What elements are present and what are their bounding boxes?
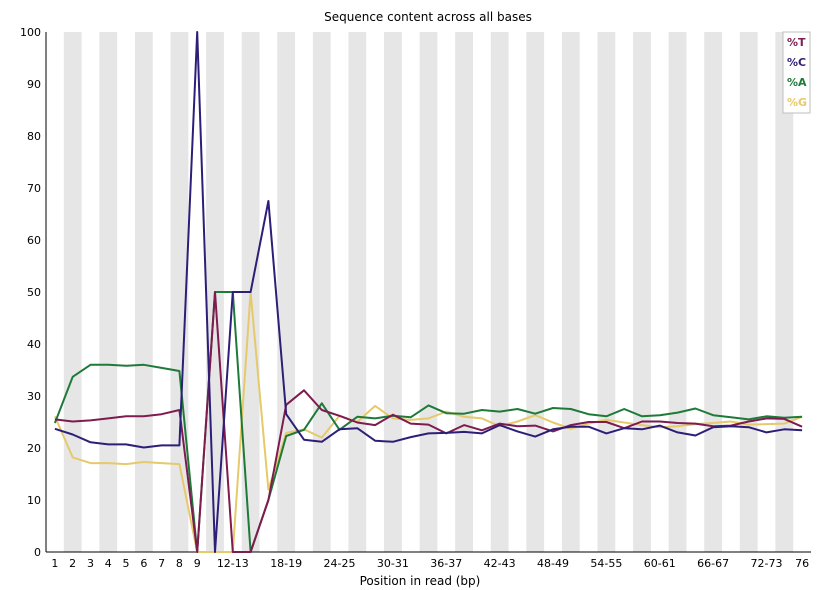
stripe (348, 32, 367, 552)
x-tick-label: 36-37 (430, 557, 462, 570)
stripe (739, 32, 758, 552)
y-tick-label: 100 (20, 26, 41, 39)
y-tick-label: 20 (27, 442, 41, 455)
chart-title: Sequence content across all bases (324, 10, 532, 24)
stripe (561, 32, 580, 552)
x-tick-label: 3 (87, 557, 94, 570)
stripe (384, 32, 402, 552)
x-tick-label: 6 (140, 557, 147, 570)
x-tick-label: 42-43 (484, 557, 516, 570)
x-tick-label: 2 (69, 557, 76, 570)
x-tick-label: 48-49 (537, 557, 569, 570)
stripe (597, 32, 616, 552)
series-line-a (53, 291, 803, 553)
x-tick-label: 4 (105, 557, 112, 570)
legend-entry: %A (787, 76, 807, 89)
x-tick-label: 7 (158, 557, 165, 570)
stripe (419, 32, 438, 552)
x-tick-label: 30-31 (377, 557, 409, 570)
stripe (455, 32, 473, 552)
series-lines (53, 31, 803, 553)
x-tick-label: 72-73 (751, 557, 783, 570)
x-tick-label: 9 (194, 557, 201, 570)
stripe (526, 32, 545, 552)
series-line-c (54, 31, 803, 553)
y-tick-label: 50 (27, 286, 41, 299)
y-tick-label: 40 (27, 338, 41, 351)
background-stripes (63, 32, 794, 552)
y-tick-label: 30 (27, 390, 41, 403)
y-tick-label: 60 (27, 234, 41, 247)
legend-entry: %C (787, 56, 806, 69)
x-axis-label: Position in read (bp) (360, 574, 481, 588)
x-tick-label: 8 (176, 557, 183, 570)
stripe (633, 32, 651, 552)
y-tick-label: 10 (27, 494, 41, 507)
stripe (668, 32, 687, 552)
x-axis: 1 2 3 4 5 6 7 8 9 12-13 18-19 24-25 30-31 36-37 42-43 4… (46, 551, 811, 570)
x-tick-label: 54-55 (590, 557, 622, 570)
legend-box (782, 31, 811, 114)
stripe (312, 32, 331, 552)
stripe (277, 32, 296, 552)
x-tick-label: 5 (123, 557, 130, 570)
y-axis: 0 10 20 30 40 50 60 70 80 90 100 (20, 26, 47, 559)
x-tick-label: 18-19 (270, 557, 302, 570)
y-tick-label: 90 (27, 78, 41, 91)
legend: %T %C %A %G (782, 31, 811, 114)
y-tick-label: 80 (27, 130, 41, 143)
legend-entry: %T (787, 36, 806, 49)
x-tick-label: 66-67 (697, 557, 729, 570)
stripe (63, 32, 82, 552)
x-tick-label: 76 (795, 557, 809, 570)
x-tick-label: 60-61 (644, 557, 676, 570)
legend-entry: %G (787, 96, 807, 109)
stripe (99, 32, 118, 552)
x-tick-label: 12-13 (217, 557, 249, 570)
series-line-t (54, 291, 803, 553)
x-tick-label: 1 (51, 557, 58, 570)
y-tick-label: 70 (27, 182, 41, 195)
x-tick-label: 24-25 (324, 557, 356, 570)
stripe (490, 32, 509, 552)
stripe (134, 32, 153, 552)
series-line-g (53, 291, 803, 553)
y-tick-label: 0 (34, 546, 41, 559)
stripe (704, 32, 723, 552)
